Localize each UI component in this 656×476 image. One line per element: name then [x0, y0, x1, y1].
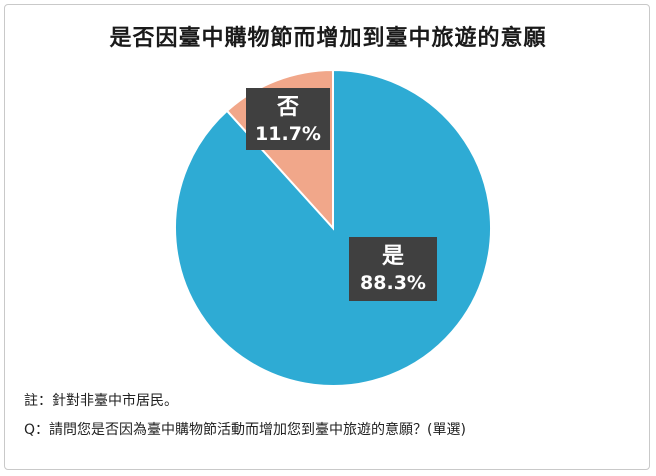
- data-label-category: 是: [382, 244, 404, 269]
- data-label-box: [246, 88, 330, 150]
- data-label-category: 否: [276, 95, 299, 120]
- data-label-value: 88.3%: [360, 272, 426, 294]
- data-label-value: 11.7%: [255, 123, 321, 145]
- footnote-question: Q：請問您是否因為臺中購物節活動而增加您到臺中旅遊的意願？(單選): [24, 422, 466, 438]
- chart-title: 是否因臺中購物節而增加到臺中旅遊的意願: [109, 26, 547, 51]
- data-label-box: [349, 237, 437, 301]
- footnote-scope: 註：針對非臺中市居民。: [24, 393, 178, 409]
